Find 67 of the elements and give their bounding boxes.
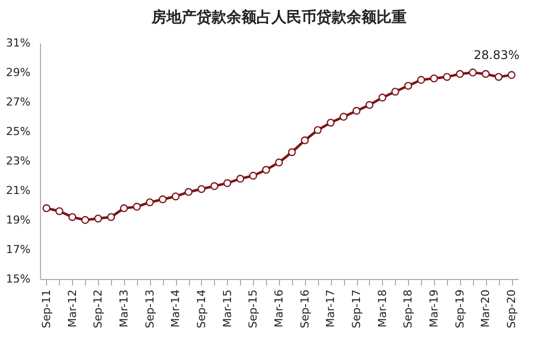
x-tick-label: Sep-19	[453, 290, 466, 328]
x-tick-label: Sep-12	[92, 290, 105, 328]
point	[184, 188, 193, 196]
point	[55, 207, 64, 216]
x-tick-label: Sep-17	[350, 290, 364, 328]
y-tick-label: 17%	[6, 243, 30, 256]
y-tick-label: 23%	[6, 154, 30, 168]
y-tick-label: 29%	[6, 66, 30, 79]
point	[107, 213, 116, 221]
x-tick-label: Sep-15	[246, 290, 260, 328]
x-tick-label: Mar-13	[117, 290, 130, 328]
x-tick-label: Sep-20	[505, 290, 518, 328]
x-tick-label: Sep-13	[143, 290, 156, 328]
point	[417, 76, 426, 84]
x-tick-label: Mar-15	[220, 290, 234, 328]
point	[314, 126, 322, 134]
y-tick-label: 21%	[6, 184, 30, 197]
point	[288, 148, 296, 156]
point	[482, 70, 490, 78]
annotation: 28.83%	[474, 48, 520, 62]
point	[378, 94, 386, 102]
y-tick-label: 27%	[6, 96, 30, 108]
point	[456, 70, 464, 78]
point	[508, 71, 516, 79]
point	[442, 72, 451, 81]
point	[326, 118, 335, 127]
point	[42, 204, 50, 212]
point	[198, 185, 206, 193]
y-tick-label: 31%	[6, 36, 30, 50]
x-tick-label: Mar-20	[479, 290, 492, 328]
point	[365, 101, 374, 109]
point	[94, 214, 102, 222]
point	[158, 195, 167, 204]
point	[300, 136, 309, 144]
point	[404, 82, 412, 90]
point	[352, 106, 360, 115]
x-tick-label: Sep-11	[40, 290, 53, 328]
point	[132, 202, 141, 211]
x-tick-label: Sep-14	[194, 290, 208, 328]
point	[68, 213, 76, 221]
x-tick-label: Sep-18	[402, 290, 415, 328]
point	[236, 174, 244, 183]
point	[210, 182, 218, 190]
point	[249, 172, 258, 180]
point	[120, 204, 128, 212]
point	[172, 192, 180, 200]
x-tick-label: Mar-16	[272, 290, 286, 328]
y-tick-label: 25%	[6, 125, 30, 138]
x-tick-label: Sep-16	[298, 290, 312, 328]
point	[146, 198, 154, 206]
x-tick-label: Mar-14	[169, 290, 182, 328]
chart-title: 房地产贷款余额占人民币贷款余额比重	[150, 8, 406, 26]
y-tick-label: 15%	[6, 272, 30, 286]
x-tick-label: Mar-19	[428, 290, 441, 328]
point	[262, 166, 270, 174]
point	[430, 74, 438, 82]
point	[468, 68, 477, 76]
x-tick-label: Mar-18	[376, 290, 389, 328]
x-tick-label: Mar-12	[66, 290, 79, 328]
point	[81, 216, 90, 224]
point	[494, 72, 503, 81]
point	[275, 158, 283, 166]
point	[223, 179, 232, 188]
x-tick-label: Mar-17	[324, 290, 338, 328]
y-tick-label: 19%	[6, 214, 30, 226]
point	[391, 88, 400, 96]
point	[340, 112, 348, 121]
